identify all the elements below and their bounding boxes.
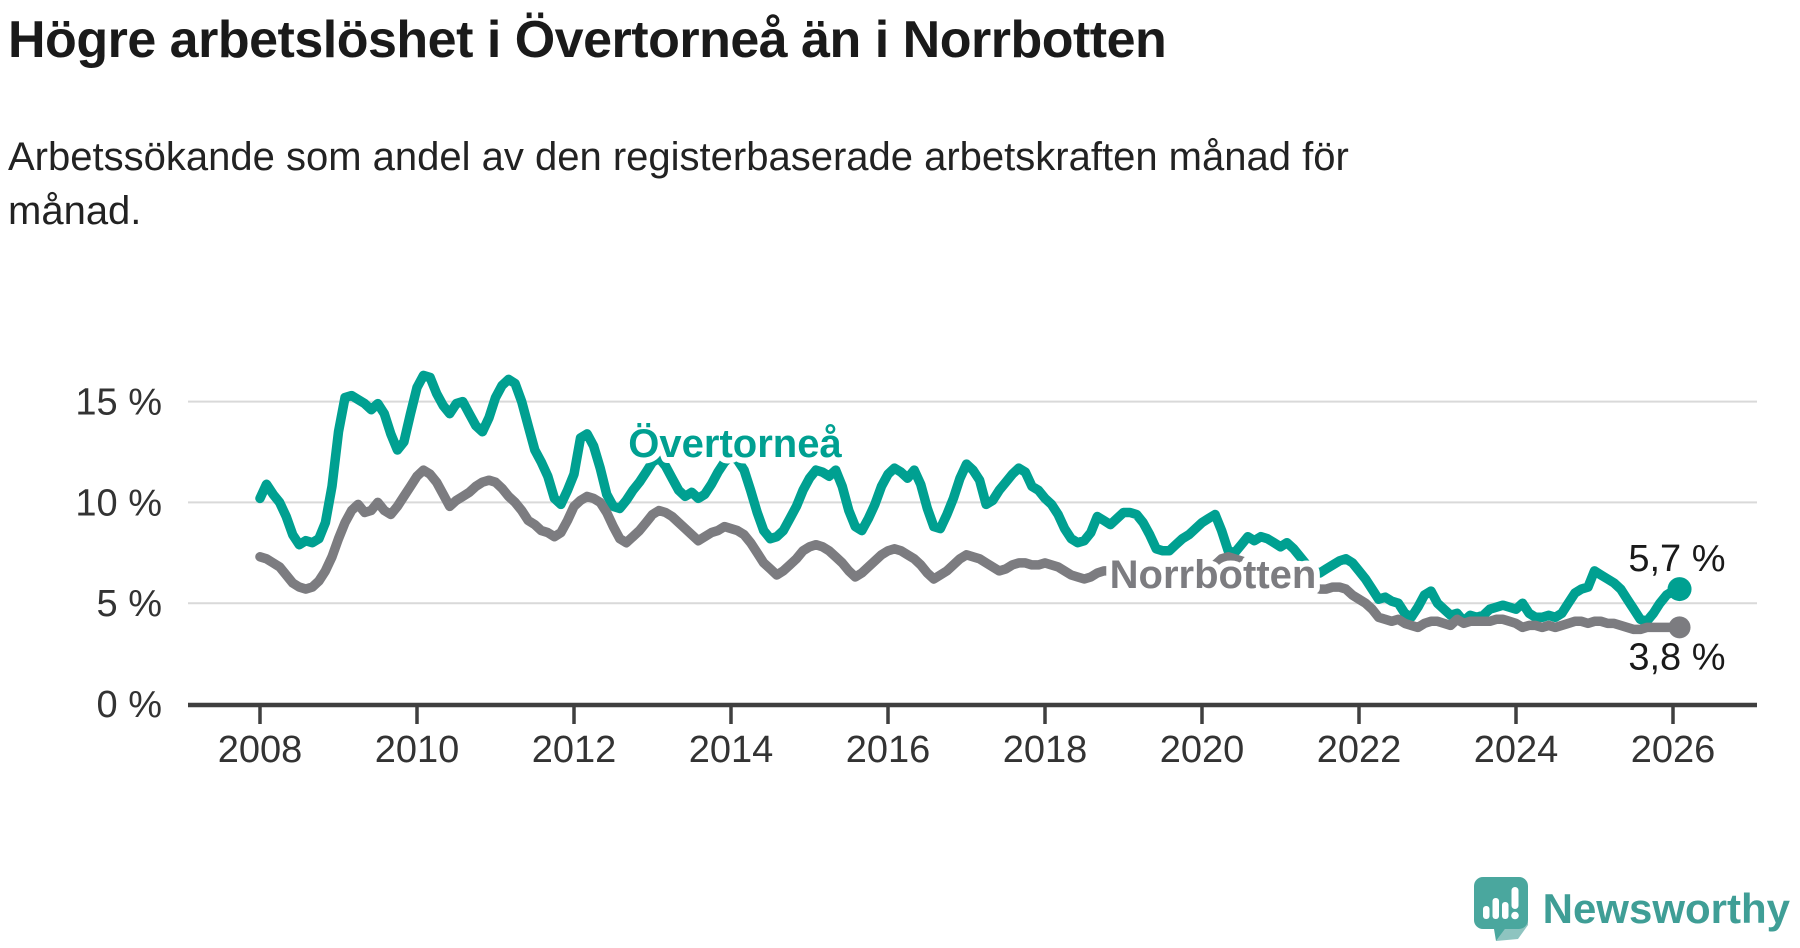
x-tick-label-2018: 2018: [1003, 729, 1088, 771]
x-tick-label-2022: 2022: [1317, 729, 1402, 771]
logo-bubble-shadow: [1495, 904, 1528, 941]
newsworthy-logo-icon: [1473, 877, 1528, 941]
series-label-norrbotten: Norrbotten: [1110, 553, 1317, 597]
end-dot-norrbotten: [1668, 616, 1691, 639]
end-dot-overtornea: [1667, 577, 1692, 602]
chart-title: Högre arbetslöshet i Övertorneå än i Nor…: [8, 11, 1167, 69]
end-value-overtornea: 5,7 %: [1628, 538, 1725, 580]
series-line-overtornea: [255, 370, 1685, 627]
x-tick-label-2020: 2020: [1160, 729, 1245, 771]
x-tick-label-2012: 2012: [532, 729, 617, 771]
x-tick-label-2026: 2026: [1631, 729, 1716, 771]
y-tick-label-5: 5 %: [97, 583, 162, 625]
series-label-overtornea: Övertorneå: [628, 421, 842, 466]
y-tick-label-10: 10 %: [75, 482, 162, 524]
newsworthy-logo: Newsworthy: [1473, 876, 1790, 942]
y-tick-label-0: 0 %: [97, 684, 162, 726]
x-tick-label-2014: 2014: [689, 729, 774, 771]
series-line-norrbotten: [255, 465, 1685, 635]
end-value-norrbotten: 3,8 %: [1628, 636, 1725, 678]
chart-subtitle: Arbetssökande som andel av den registerb…: [8, 130, 1349, 238]
x-tick-label-2008: 2008: [218, 729, 303, 771]
chart-subtitle-line1: Arbetssökande som andel av den registerb…: [8, 135, 1349, 179]
brand-name: Newsworthy: [1542, 885, 1790, 932]
x-tick-label-2010: 2010: [375, 729, 460, 771]
x-tick-label-2024: 2024: [1474, 729, 1559, 771]
y-tick-label-15: 15 %: [75, 382, 162, 424]
chart-subtitle-line2: månad.: [8, 189, 142, 233]
x-tick-label-2016: 2016: [846, 729, 931, 771]
